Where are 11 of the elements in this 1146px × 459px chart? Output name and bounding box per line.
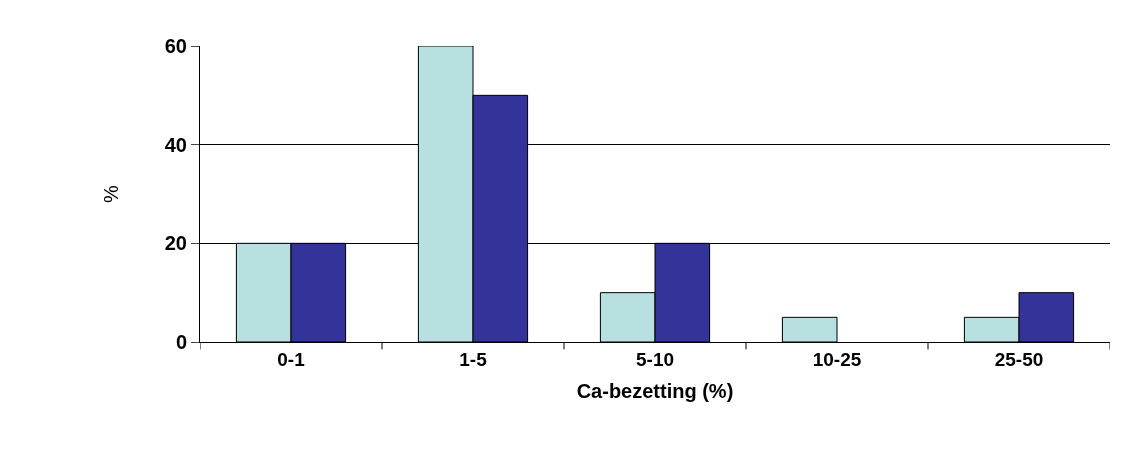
- y-tick-label: 40: [164, 133, 187, 156]
- y-axis-title: %: [100, 184, 123, 203]
- y-tick-label: 20: [164, 232, 187, 255]
- x-tick-label: 25-50: [994, 348, 1044, 370]
- x-tick-label: 5-10: [635, 348, 675, 370]
- x-tick-label: 0-1: [277, 348, 306, 370]
- x-tick-label: 10-25: [812, 348, 862, 370]
- y-tick-label: 0: [175, 331, 187, 353]
- x-tick-label: 1-5: [459, 348, 488, 370]
- x-axis-title: Ca-bezetting (%): [576, 380, 734, 403]
- y-tick-label: 60: [164, 35, 187, 57]
